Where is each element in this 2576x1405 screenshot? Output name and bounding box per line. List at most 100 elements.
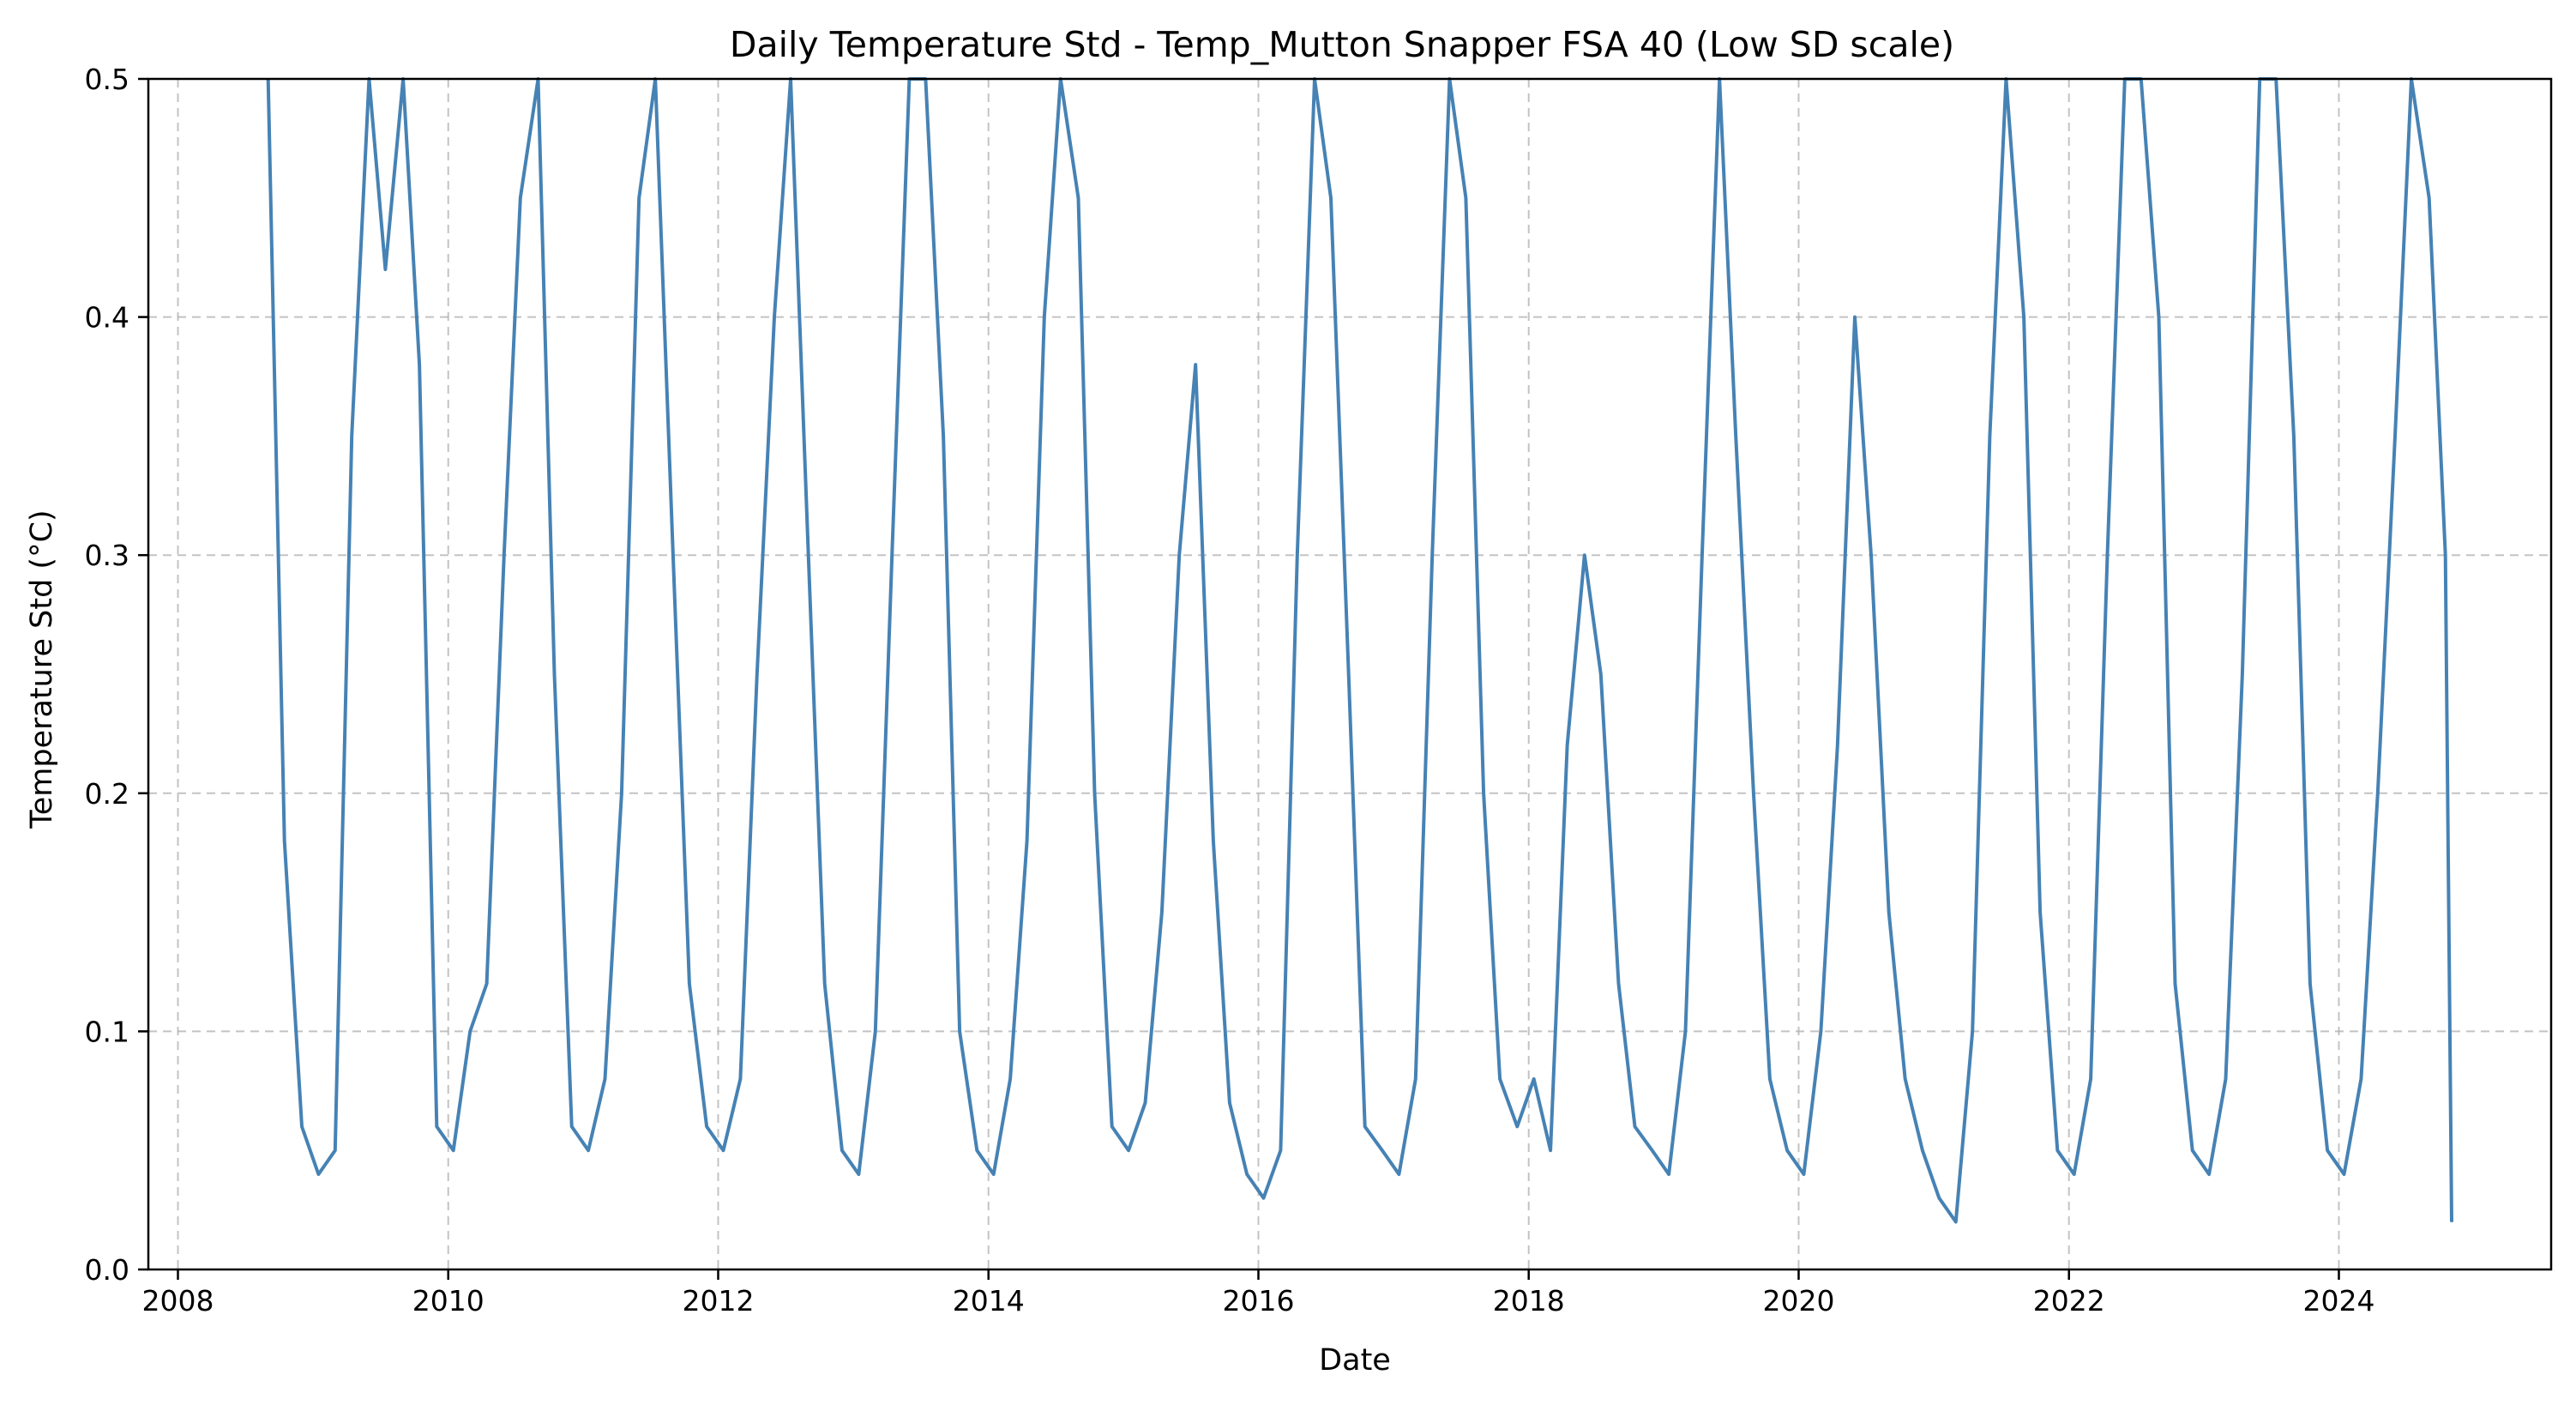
data-point	[2073, 1173, 2075, 1175]
data-point	[1684, 1030, 1687, 1033]
data-point	[1854, 316, 1856, 318]
x-tick-label: 2022	[2033, 1284, 2105, 1318]
data-point	[2242, 673, 2243, 675]
data-point	[1262, 1197, 1265, 1199]
data-point	[1229, 1101, 1231, 1104]
data-point	[1144, 1101, 1147, 1104]
y-tick-label: 0.1	[85, 1015, 129, 1048]
data-point	[503, 554, 505, 556]
data-point	[874, 1030, 876, 1033]
data-point	[1651, 1149, 1653, 1151]
data-point	[1414, 1078, 1417, 1080]
data-point	[1803, 1173, 1805, 1175]
data-point	[1938, 1197, 1941, 1199]
data-point	[283, 840, 286, 842]
data-point	[1954, 1221, 1957, 1223]
data-point	[2451, 1221, 2453, 1223]
data-point	[351, 435, 352, 437]
data-point	[1296, 554, 1298, 556]
data-point	[553, 673, 556, 675]
data-point	[689, 983, 690, 985]
data-point	[722, 1149, 725, 1151]
y-tick-label: 0.5	[85, 63, 129, 96]
data-point	[1213, 840, 1214, 842]
data-point	[452, 1149, 454, 1151]
data-point	[2394, 435, 2396, 437]
data-point	[672, 554, 674, 556]
data-point	[1431, 554, 1433, 556]
chart-title: Daily Temperature Std - Temp_Mutton Snap…	[730, 24, 1954, 65]
data-point	[1195, 364, 1196, 365]
data-point	[1786, 1149, 1788, 1151]
data-point	[1516, 1125, 1519, 1128]
data-point	[1128, 1149, 1129, 1151]
data-point	[2039, 911, 2041, 914]
data-point	[384, 268, 387, 270]
data-point	[2376, 793, 2379, 794]
data-point	[2343, 1173, 2345, 1175]
y-tick-label: 0.2	[85, 777, 129, 811]
data-point	[638, 197, 641, 199]
data-point	[1634, 1125, 1636, 1128]
x-tick-label: 2014	[953, 1284, 1025, 1318]
data-point	[1701, 554, 1703, 556]
data-point	[1617, 983, 1620, 985]
data-point	[519, 197, 521, 199]
data-point	[1178, 554, 1181, 556]
y-tick-label: 0.0	[85, 1253, 129, 1287]
data-point	[2293, 435, 2295, 437]
data-point	[2444, 554, 2447, 556]
data-point	[469, 1030, 471, 1033]
data-point	[1753, 793, 1754, 794]
data-point	[2158, 316, 2160, 318]
series-layer	[266, 77, 2453, 1224]
data-point	[2428, 197, 2430, 199]
data-point	[1110, 1125, 1113, 1128]
data-point	[976, 1149, 978, 1151]
data-point	[1566, 745, 1568, 747]
data-point	[1246, 1173, 1248, 1175]
data-point	[317, 1173, 320, 1175]
data-point	[942, 435, 944, 437]
data-point	[1026, 840, 1028, 842]
data-point	[2023, 316, 2025, 318]
data-point	[1398, 1173, 1400, 1175]
data-point	[823, 983, 826, 985]
data-point	[1009, 1078, 1011, 1080]
data-point	[587, 1149, 589, 1151]
y-axis-label: Temperature Std (°C)	[25, 510, 59, 829]
x-axis-label: Date	[1319, 1343, 1391, 1378]
data-point	[604, 1078, 606, 1080]
data-point	[1161, 911, 1163, 914]
data-point	[1904, 1078, 1906, 1080]
data-point	[1499, 1078, 1501, 1080]
x-tick-label: 2020	[1762, 1284, 1834, 1318]
data-point	[755, 673, 758, 675]
x-tick-label: 2008	[142, 1284, 214, 1318]
data-point	[1887, 911, 1890, 914]
data-point	[2208, 1173, 2210, 1175]
data-point	[773, 316, 775, 318]
data-point	[1769, 1078, 1771, 1080]
data-point	[841, 1149, 843, 1151]
data-point	[739, 1078, 742, 1080]
data-point	[1532, 1078, 1535, 1080]
data-point	[1820, 1030, 1822, 1033]
data-point	[1922, 1149, 1923, 1151]
data-point	[1989, 435, 1991, 437]
data-point	[858, 1173, 860, 1175]
data-point	[2106, 554, 2109, 556]
data-point	[1599, 673, 1602, 675]
data-point	[1093, 793, 1096, 794]
data-point	[2056, 1149, 2059, 1151]
data-point	[2090, 1078, 2091, 1080]
data-point	[1330, 197, 1332, 199]
x-tick-label: 2010	[412, 1284, 485, 1318]
data-point	[2326, 1149, 2328, 1151]
data-point	[1279, 1149, 1282, 1151]
data-point	[1044, 316, 1045, 318]
data-point	[891, 554, 893, 556]
x-tick-label: 2012	[683, 1284, 755, 1318]
